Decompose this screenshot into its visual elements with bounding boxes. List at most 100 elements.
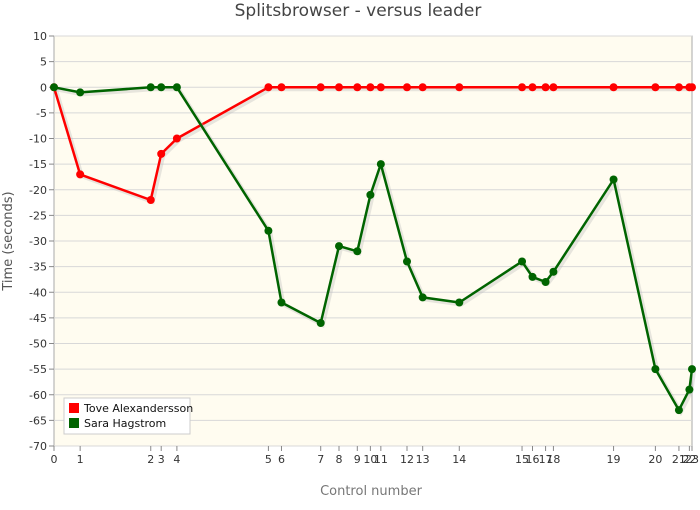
data-point — [76, 170, 85, 179]
y-tick-label: -10 — [29, 133, 47, 146]
y-axis-label: Time (seconds) — [1, 191, 16, 291]
grid-lines — [54, 35, 692, 447]
data-point — [685, 385, 694, 394]
x-tick-label: 20 — [648, 453, 662, 466]
x-tick-label: 2 — [147, 453, 154, 466]
data-point — [157, 83, 166, 92]
data-point — [264, 83, 273, 92]
x-tick-label: 19 — [607, 453, 621, 466]
data-point — [264, 226, 273, 235]
x-tick-label: 11 — [374, 453, 388, 466]
data-point — [277, 298, 286, 307]
x-tick-label: 17 — [539, 453, 553, 466]
y-tick-label: -60 — [29, 389, 47, 402]
y-tick-label: -20 — [29, 184, 47, 197]
y-axis-ticks: 10 5 0 -5 -10 -15 -20 -25 -30 -35 -40 -45 -50 -55 -60 -… — [29, 30, 54, 453]
data-point — [376, 83, 385, 92]
data-point — [674, 406, 683, 415]
data-point — [50, 83, 58, 92]
data-point — [688, 83, 696, 92]
y-tick-label: -70 — [29, 440, 47, 453]
y-tick-label: -45 — [29, 312, 47, 325]
data-point — [549, 267, 558, 276]
x-tick-label: 9 — [354, 453, 361, 466]
x-tick-label: 1 — [77, 453, 84, 466]
y-tick-label: -55 — [29, 363, 47, 376]
data-point — [76, 88, 85, 97]
y-tick-label: -65 — [29, 414, 47, 427]
data-point — [674, 83, 683, 92]
data-point — [541, 83, 550, 92]
x-tick-label: 23 — [685, 453, 699, 466]
data-point — [651, 83, 660, 92]
x-tick-label: 5 — [265, 453, 272, 466]
x-tick-label: 18 — [546, 453, 560, 466]
data-point — [518, 83, 527, 92]
x-tick-label: 15 — [515, 453, 529, 466]
y-tick-label: -15 — [29, 158, 47, 171]
y-tick-label: 10 — [33, 30, 47, 43]
data-point — [455, 298, 464, 307]
legend-label: Sara Hagstrom — [84, 417, 166, 430]
series-shadow — [54, 87, 694, 205]
series-1 — [50, 83, 696, 205]
data-point — [146, 83, 155, 92]
data-point — [688, 365, 696, 374]
x-tick-label: 14 — [452, 453, 466, 466]
data-point — [549, 83, 558, 92]
y-tick-label: -5 — [36, 107, 47, 120]
x-tick-label: 8 — [336, 453, 343, 466]
y-tick-label: -25 — [29, 209, 47, 222]
x-tick-label: 10 — [363, 453, 377, 466]
data-point — [335, 242, 344, 251]
legend: Tove Alexandersson Sara Hagstrom — [63, 397, 193, 435]
y-tick-label: -50 — [29, 338, 47, 351]
data-point — [541, 278, 550, 286]
data-point — [609, 83, 618, 92]
data-point — [366, 190, 375, 199]
data-point — [418, 293, 427, 302]
legend-swatch — [69, 418, 79, 428]
y-tick-label: 5 — [40, 56, 47, 69]
x-tick-label: 16 — [526, 453, 540, 466]
x-tick-label: 13 — [416, 453, 430, 466]
data-point — [353, 247, 362, 256]
data-point — [335, 83, 344, 92]
x-tick-label: 6 — [278, 453, 285, 466]
data-point — [157, 149, 166, 158]
data-point — [455, 83, 464, 92]
legend-swatch — [69, 403, 79, 413]
data-point — [353, 83, 362, 92]
series-layer — [50, 83, 696, 417]
data-point — [277, 83, 286, 92]
data-point — [366, 83, 375, 92]
x-tick-label: 0 — [51, 453, 58, 466]
x-tick-label: 22 — [682, 453, 696, 466]
data-point — [402, 83, 411, 92]
legend-label: Tove Alexandersson — [83, 402, 193, 415]
data-point — [418, 83, 427, 92]
x-axis-label: Control number — [320, 484, 423, 499]
data-point — [528, 83, 537, 92]
data-point — [146, 196, 155, 204]
series-2 — [50, 83, 696, 417]
y-tick-label: -30 — [29, 235, 47, 248]
data-point — [651, 365, 660, 374]
y-tick-label: 0 — [40, 81, 47, 94]
data-point — [316, 319, 325, 327]
y-tick-label: -40 — [29, 286, 47, 299]
x-tick-label: 21 — [672, 453, 686, 466]
data-point — [172, 83, 181, 92]
x-tick-label: 3 — [158, 453, 165, 466]
data-point — [316, 83, 325, 92]
x-tick-label: 7 — [317, 453, 324, 466]
legend-box — [63, 397, 191, 435]
data-point — [402, 257, 411, 266]
chart-title: Splitsbrowser - versus leader — [235, 1, 482, 21]
data-point — [609, 175, 618, 184]
x-tick-label: 12 — [400, 453, 414, 466]
data-point — [518, 257, 527, 266]
data-point — [172, 134, 181, 143]
